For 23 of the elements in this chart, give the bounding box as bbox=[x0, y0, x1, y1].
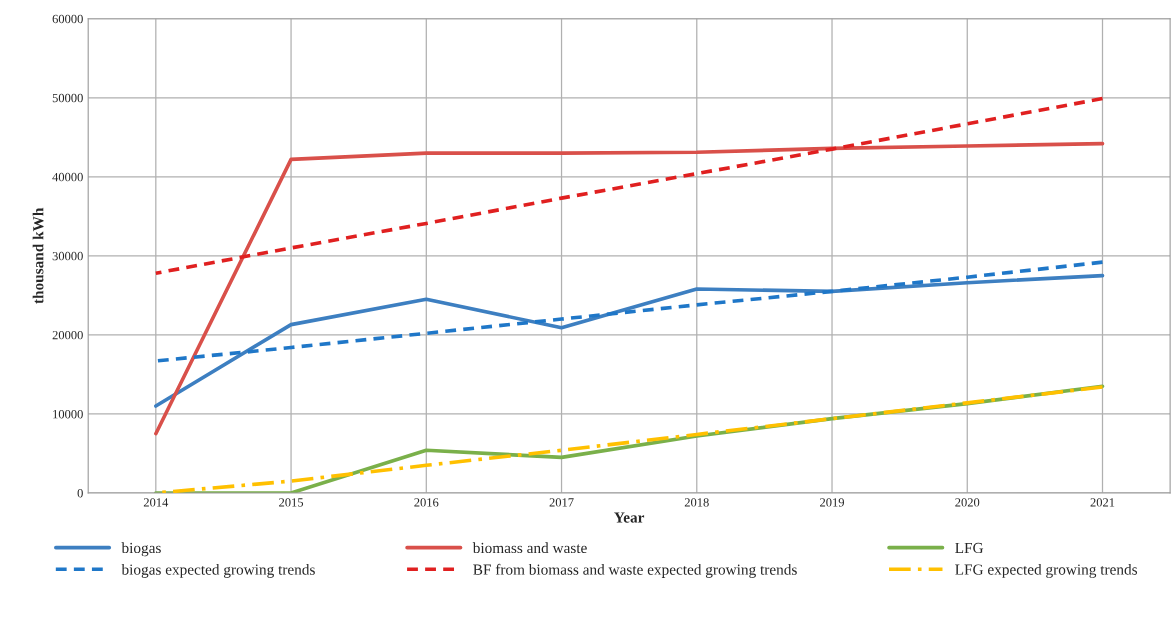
x-tick-label: 2018 bbox=[684, 498, 709, 507]
x-tick-label: 2016 bbox=[414, 498, 439, 507]
x-tick-label: 2019 bbox=[820, 498, 845, 507]
x-tick-label: 2021 bbox=[1090, 498, 1115, 507]
y-tick-label: 20000 bbox=[52, 330, 83, 340]
y-tick-label: 10000 bbox=[53, 409, 83, 419]
legend-label: biomass and waste bbox=[472, 542, 587, 554]
y-tick-label: 0 bbox=[77, 488, 83, 498]
x-tick-label: 2014 bbox=[143, 498, 169, 507]
legend-label: biogas bbox=[121, 542, 161, 557]
legend-label: biogas expected growing trends bbox=[121, 564, 315, 578]
y-tick-label: 40000 bbox=[52, 172, 83, 182]
x-tick-label: 2017 bbox=[549, 498, 574, 507]
legend-label: BF from biomass and waste expected growing trends bbox=[473, 563, 797, 578]
x-tick-label: 2020 bbox=[955, 498, 980, 507]
legend-label: LFG bbox=[955, 542, 984, 554]
y-tick-label: 60000 bbox=[52, 14, 83, 24]
legend-label: LFG expected growing trends bbox=[955, 563, 1138, 578]
y-tick-label: 50000 bbox=[52, 93, 83, 103]
x-tick-label: 2015 bbox=[279, 498, 304, 507]
y-axis-title: thousand kWh bbox=[32, 207, 44, 304]
x-axis-title: Year bbox=[614, 512, 645, 523]
y-tick-label: 30000 bbox=[52, 251, 83, 261]
